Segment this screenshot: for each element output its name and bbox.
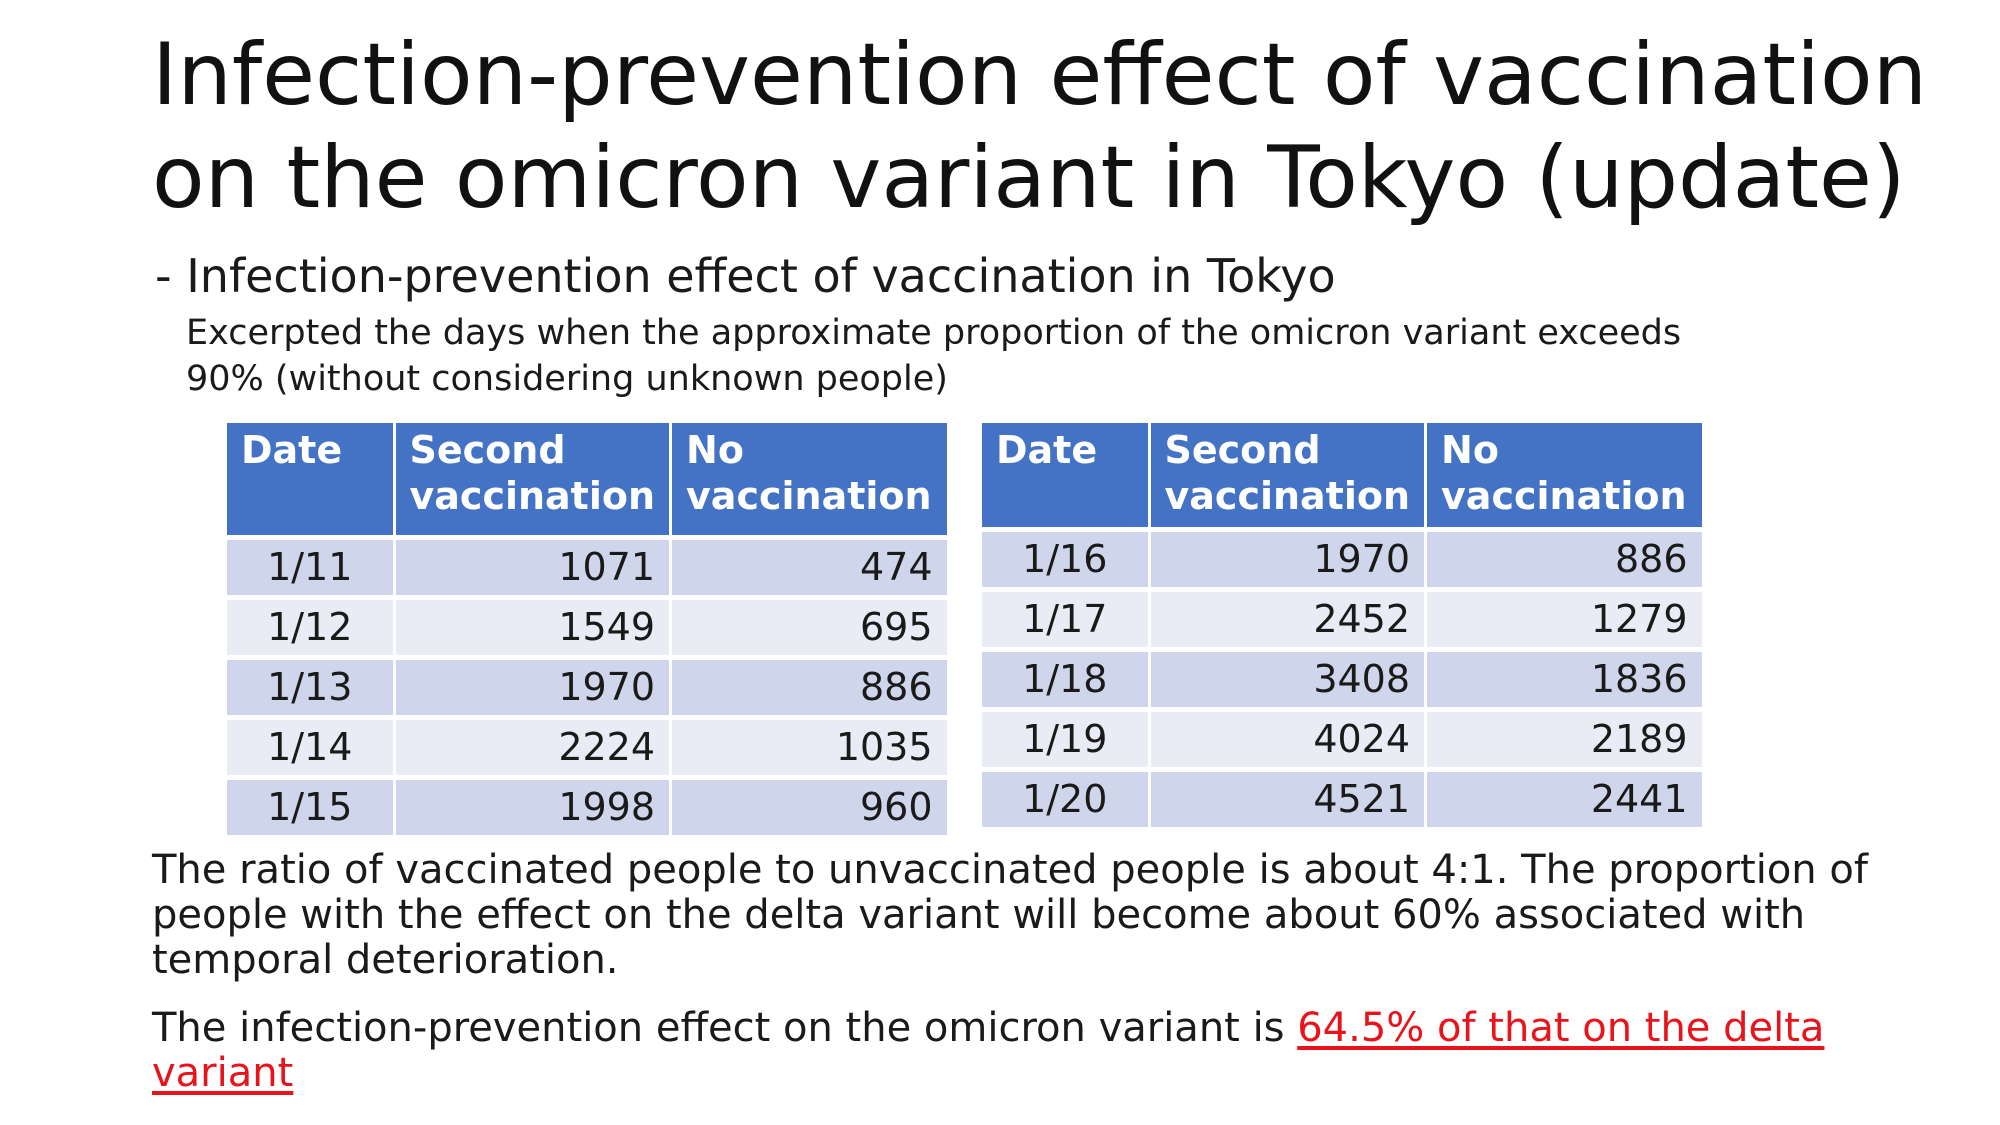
cell-second-vaccination: 1970	[1149, 529, 1428, 592]
cell-no-vaccination: 695	[670, 597, 947, 660]
vaccination-table-left: Date Second vaccination No vaccination 1…	[227, 423, 947, 840]
cell-second-vaccination: 1998	[394, 777, 673, 840]
cell-no-vaccination: 960	[670, 777, 947, 840]
table-row: 1/20 4521 2441	[982, 769, 1702, 832]
vaccination-table-right: Date Second vaccination No vaccination 1…	[982, 423, 1702, 832]
table-row: 1/17 2452 1279	[982, 589, 1702, 652]
header-no-vaccination: No vaccination	[670, 423, 947, 540]
header-no-vaccination: No vaccination	[1425, 423, 1702, 532]
cell-no-vaccination: 1035	[670, 717, 947, 780]
cell-no-vaccination: 474	[670, 537, 947, 600]
header-second-vaccination: Second vaccination	[1149, 423, 1428, 532]
cell-second-vaccination: 4024	[1149, 709, 1428, 772]
cell-date: 1/11	[227, 537, 396, 600]
cell-date: 1/18	[982, 649, 1151, 712]
cell-no-vaccination: 2189	[1425, 709, 1702, 772]
header-date: Date	[227, 423, 396, 540]
cell-date: 1/20	[982, 769, 1151, 832]
cell-second-vaccination: 1071	[394, 537, 673, 600]
cell-date: 1/12	[227, 597, 396, 660]
table-row: 1/14 2224 1035	[227, 717, 947, 780]
cell-date: 1/14	[227, 717, 396, 780]
cell-no-vaccination: 1279	[1425, 589, 1702, 652]
table-row: 1/15 1998 960	[227, 777, 947, 840]
table-row: 1/19 4024 2189	[982, 709, 1702, 772]
cell-second-vaccination: 1970	[394, 657, 673, 720]
cell-second-vaccination: 1549	[394, 597, 673, 660]
cell-second-vaccination: 3408	[1149, 649, 1428, 712]
table-row: 1/16 1970 886	[982, 529, 1702, 592]
table-row: 1/18 3408 1836	[982, 649, 1702, 712]
cell-date: 1/16	[982, 529, 1151, 592]
title-line-2: on the omicron variant in Tokyo (update)	[152, 128, 1906, 228]
cell-date: 1/17	[982, 589, 1151, 652]
slide-title: Infection-prevention effect of vaccinati…	[152, 24, 1952, 230]
table-header-row: Date Second vaccination No vaccination	[982, 423, 1702, 532]
finding-prefix: The infection-prevention effect on the o…	[152, 1005, 1298, 1051]
cell-date: 1/13	[227, 657, 396, 720]
cell-no-vaccination: 1836	[1425, 649, 1702, 712]
cell-second-vaccination: 4521	[1149, 769, 1428, 832]
table-row: 1/11 1071 474	[227, 537, 947, 600]
header-date: Date	[982, 423, 1151, 532]
cell-date: 1/15	[227, 777, 396, 840]
cell-second-vaccination: 2452	[1149, 589, 1428, 652]
cell-second-vaccination: 2224	[394, 717, 673, 780]
conclusion-text: The ratio of vaccinated people to unvacc…	[152, 847, 1868, 983]
table-header-row: Date Second vaccination No vaccination	[227, 423, 947, 540]
table-row: 1/13 1970 886	[227, 657, 947, 720]
header-second-vaccination: Second vaccination	[394, 423, 673, 540]
cell-no-vaccination: 2441	[1425, 769, 1702, 832]
subtitle: - Infection-prevention effect of vaccina…	[155, 249, 1336, 303]
cell-date: 1/19	[982, 709, 1151, 772]
finding-highlight: 64.5% of that on the delta variant	[152, 1005, 1825, 1096]
cell-no-vaccination: 886	[670, 657, 947, 720]
table-row: 1/12 1549 695	[227, 597, 947, 660]
title-line-1: Infection-prevention effect of vaccinati…	[152, 25, 1928, 125]
cell-no-vaccination: 886	[1425, 529, 1702, 592]
finding-text: The infection-prevention effect on the o…	[152, 1006, 1932, 1096]
excerpt-note: Excerpted the days when the approximate …	[186, 313, 1682, 399]
